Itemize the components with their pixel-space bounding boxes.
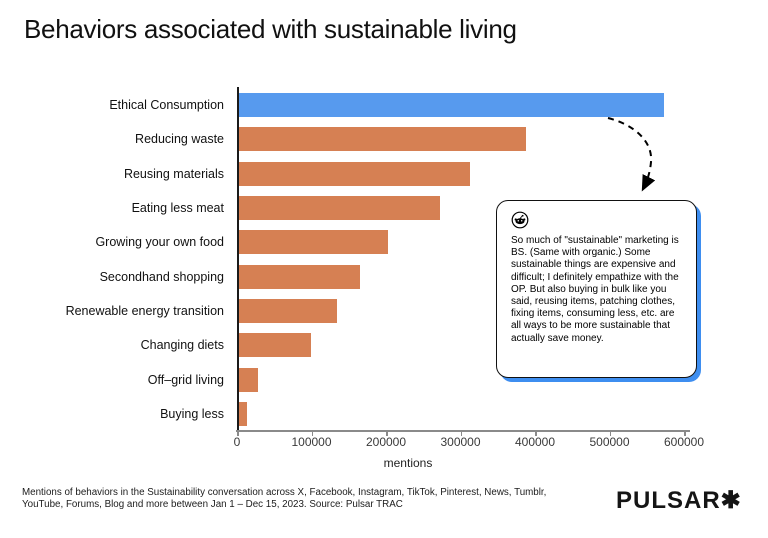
bar — [239, 333, 311, 358]
x-tick-label: 100000 — [291, 435, 332, 449]
category-label: Buying less — [160, 406, 224, 421]
quote-text: So much of "sustainable" marketing is BS… — [511, 235, 679, 344]
bar — [239, 367, 259, 392]
x-tick-mark — [460, 432, 462, 436]
x-tick-label: 500000 — [589, 435, 630, 449]
x-axis-label: mentions — [383, 456, 433, 470]
category-label: Secondhand shopping — [99, 269, 224, 284]
pulsar-logo: PULSAR✱ — [616, 487, 742, 514]
x-tick-label: 300000 — [440, 435, 481, 449]
bar — [239, 196, 441, 221]
category-label: Changing diets — [140, 338, 224, 353]
reddit-quote-callout: So much of "sustainable" marketing is BS… — [496, 200, 697, 378]
category-label: Ethical Consumption — [109, 98, 224, 113]
x-tick-mark — [386, 432, 388, 436]
x-tick-mark — [237, 432, 239, 436]
bar — [239, 264, 361, 289]
category-label: Renewable energy transition — [65, 303, 224, 318]
source-note-line1: Mentions of behaviors in the Sustainabil… — [22, 487, 547, 498]
bar — [239, 298, 338, 323]
bar — [239, 127, 526, 152]
category-label: Reducing waste — [135, 132, 224, 147]
x-tick-mark — [609, 432, 611, 436]
source-note-line2: YouTube, Forums, Blog and more between J… — [22, 499, 403, 510]
x-tick-mark — [535, 432, 537, 436]
x-tick-label: 200000 — [365, 435, 407, 449]
x-tick-label: 0 — [233, 435, 241, 449]
x-tick-label: 600000 — [663, 435, 705, 449]
page-title: Behaviors associated with sustainable li… — [24, 14, 517, 44]
bar — [239, 230, 388, 255]
category-label: Eating less meat — [131, 201, 224, 216]
reddit-icon — [511, 211, 529, 229]
x-tick-label: 400000 — [514, 435, 556, 449]
x-tick-mark — [684, 432, 686, 436]
x-axis-line — [236, 430, 690, 432]
x-tick-mark — [311, 432, 313, 436]
y-axis-spine — [237, 87, 239, 431]
bar — [239, 161, 470, 186]
source-note: Mentions of behaviors in the Sustainabil… — [22, 487, 602, 511]
category-label: Reusing materials — [123, 166, 224, 181]
category-label: Growing your own food — [95, 235, 224, 250]
annotation-arrow-icon — [607, 117, 656, 192]
category-label: Off–grid living — [147, 372, 224, 387]
bar — [239, 401, 247, 426]
bar — [239, 93, 664, 118]
